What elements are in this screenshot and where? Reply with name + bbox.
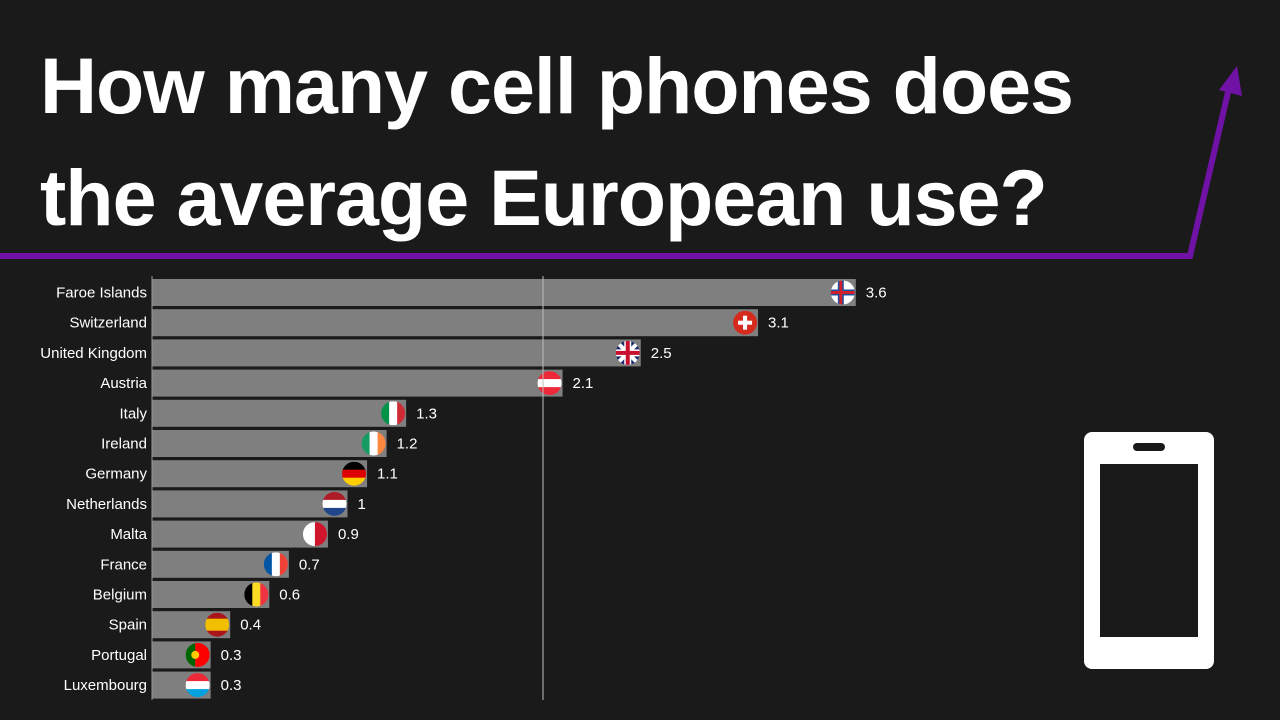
value-label: 0.9 bbox=[338, 526, 359, 543]
category-label: Netherlands bbox=[66, 496, 147, 513]
value-label: 0.3 bbox=[221, 647, 242, 664]
category-label: Italy bbox=[119, 405, 147, 422]
flag-icon bbox=[381, 401, 406, 426]
category-label: Portugal bbox=[91, 647, 147, 664]
flag-icon bbox=[322, 491, 347, 516]
flag-icon bbox=[185, 642, 210, 667]
bar bbox=[152, 520, 328, 548]
value-label: 0.3 bbox=[221, 677, 242, 694]
bar bbox=[152, 369, 563, 397]
flag-icon bbox=[733, 310, 758, 335]
value-label: 0.6 bbox=[279, 587, 300, 604]
category-label: Switzerland bbox=[69, 315, 147, 332]
value-label: 1.2 bbox=[397, 436, 418, 453]
bar bbox=[152, 279, 856, 306]
bar bbox=[152, 490, 348, 518]
category-label: Faroe Islands bbox=[56, 285, 147, 302]
flag-icon bbox=[263, 552, 288, 577]
flag-icon bbox=[205, 612, 230, 637]
flag-icon bbox=[244, 582, 269, 607]
value-label: 2.5 bbox=[651, 345, 672, 362]
arrow-up-right-icon bbox=[0, 66, 1242, 259]
value-label: 3.1 bbox=[768, 315, 789, 332]
flag-icon bbox=[342, 461, 367, 486]
bar bbox=[152, 399, 407, 427]
category-label: Austria bbox=[100, 375, 147, 392]
flag-icon bbox=[185, 673, 210, 698]
flag-icon bbox=[830, 280, 855, 305]
category-label: Luxembourg bbox=[64, 677, 147, 694]
category-label: Ireland bbox=[101, 436, 147, 453]
value-label: 1.3 bbox=[416, 405, 437, 422]
title-line-2: the average European use? bbox=[40, 153, 1048, 242]
bar bbox=[152, 339, 641, 367]
bar bbox=[152, 460, 368, 488]
bar bbox=[152, 309, 759, 337]
category-label: Spain bbox=[109, 617, 147, 634]
value-label: 3.6 bbox=[866, 285, 887, 302]
bar bbox=[152, 430, 387, 457]
category-label: Germany bbox=[85, 466, 147, 483]
category-label: France bbox=[100, 556, 147, 573]
value-label: 0.4 bbox=[240, 617, 261, 634]
category-label: Malta bbox=[110, 526, 147, 543]
page-title: How many cell phones does the average Eu… bbox=[40, 30, 1074, 254]
flag-icon bbox=[615, 340, 640, 365]
value-label: 0.7 bbox=[299, 556, 320, 573]
flag-icon bbox=[302, 522, 327, 547]
value-label: 1.1 bbox=[377, 466, 398, 483]
flag-icon bbox=[361, 431, 386, 456]
category-label: Belgium bbox=[93, 587, 147, 604]
value-label: 1 bbox=[358, 496, 366, 513]
value-label: 2.1 bbox=[573, 375, 594, 392]
title-line-1: How many cell phones does bbox=[40, 41, 1074, 130]
phone-icon bbox=[1084, 432, 1214, 669]
category-label: United Kingdom bbox=[40, 345, 147, 362]
flag-icon bbox=[537, 371, 562, 396]
